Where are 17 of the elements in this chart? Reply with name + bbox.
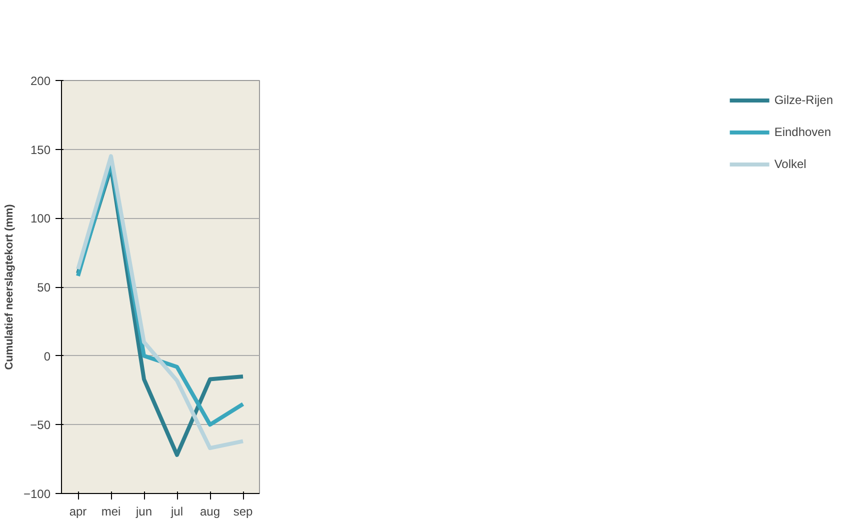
x-tick-label: jun — [134, 504, 152, 518]
legend-label: Eindhoven — [774, 125, 832, 139]
legend-label: Volkel — [774, 157, 806, 171]
y-tick-label: −50 — [30, 418, 51, 432]
x-tick-label: aug — [200, 504, 220, 518]
y-tick-label: 200 — [30, 74, 51, 88]
y-tick-label: −100 — [23, 487, 51, 501]
y-tick-label: 0 — [44, 349, 51, 364]
x-tick-label: jul — [170, 504, 184, 518]
legend-label: Gilze-Rijen — [774, 93, 833, 107]
y-tick-label: 100 — [30, 212, 51, 226]
x-tick-label: mei — [101, 504, 121, 518]
y-axis-title: Cumulatief neerslagtekort (mm) — [3, 204, 16, 370]
y-tick-label: 50 — [37, 280, 51, 294]
x-tick-label: apr — [69, 504, 87, 518]
x-tick-label: sep — [233, 504, 253, 518]
y-tick-label: 150 — [30, 142, 51, 157]
